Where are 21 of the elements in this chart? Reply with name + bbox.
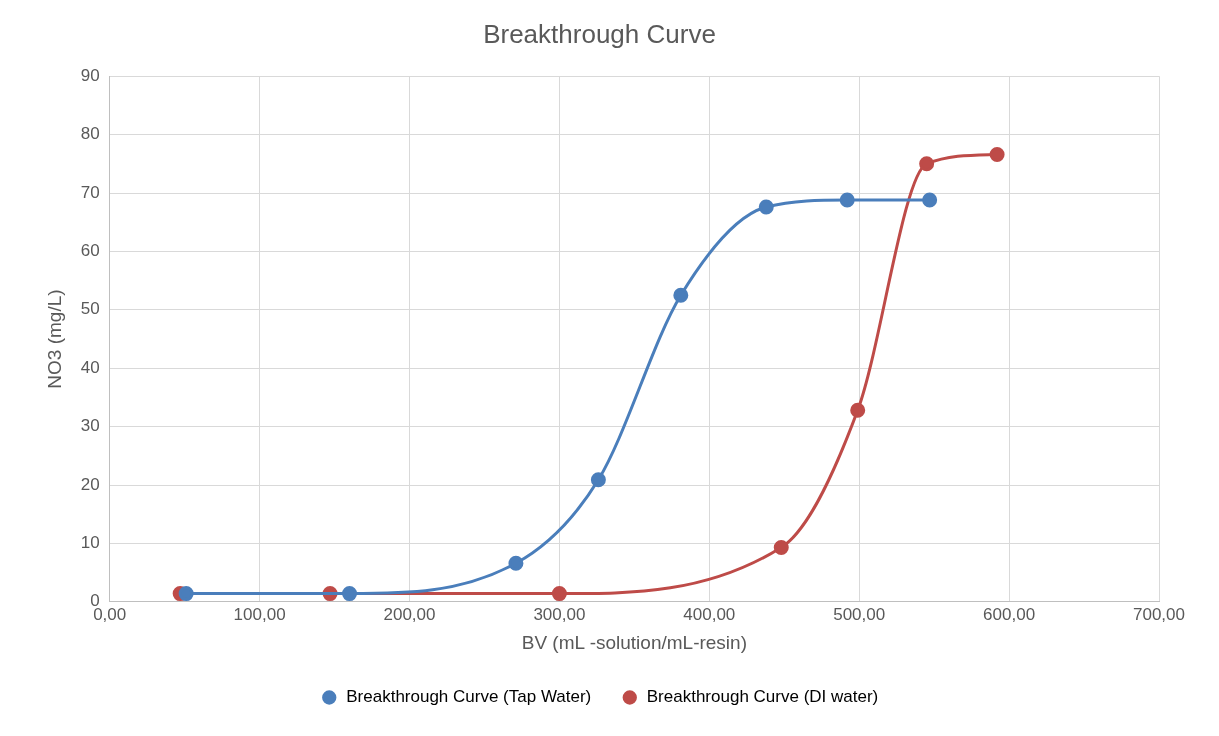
y-tick-label: 60 — [80, 241, 100, 261]
y-tick-label: 70 — [80, 182, 100, 202]
x-axis-title: BV (mL -solution/mL-resin) — [521, 631, 747, 653]
x-tick-label: 200,00 — [383, 604, 436, 624]
y-tick-label: 40 — [80, 357, 100, 377]
chart-title: Breakthrough Curve — [483, 18, 716, 49]
x-tick-label: 500,00 — [833, 604, 886, 624]
x-tick-label: 600,00 — [983, 604, 1036, 624]
legend-label: Breakthrough Curve (Tap Water) — [346, 687, 592, 707]
x-tick-label: 100,00 — [233, 604, 286, 624]
x-tick-label: 400,00 — [683, 604, 736, 624]
y-tick-label: 50 — [80, 299, 100, 319]
x-tick-label: 700,00 — [1133, 604, 1185, 624]
y-tick-label: 30 — [80, 416, 100, 436]
legend-label: Breakthrough Curve (DI water) — [646, 687, 879, 707]
y-axis-title: NO3 (mg/L) — [43, 289, 65, 389]
y-tick-label: 10 — [80, 533, 100, 553]
y-tick-label: 20 — [80, 474, 100, 494]
y-tick-label: 80 — [80, 124, 100, 144]
y-tick-label: 90 — [80, 65, 100, 85]
x-tick-label: 300,00 — [533, 604, 586, 624]
